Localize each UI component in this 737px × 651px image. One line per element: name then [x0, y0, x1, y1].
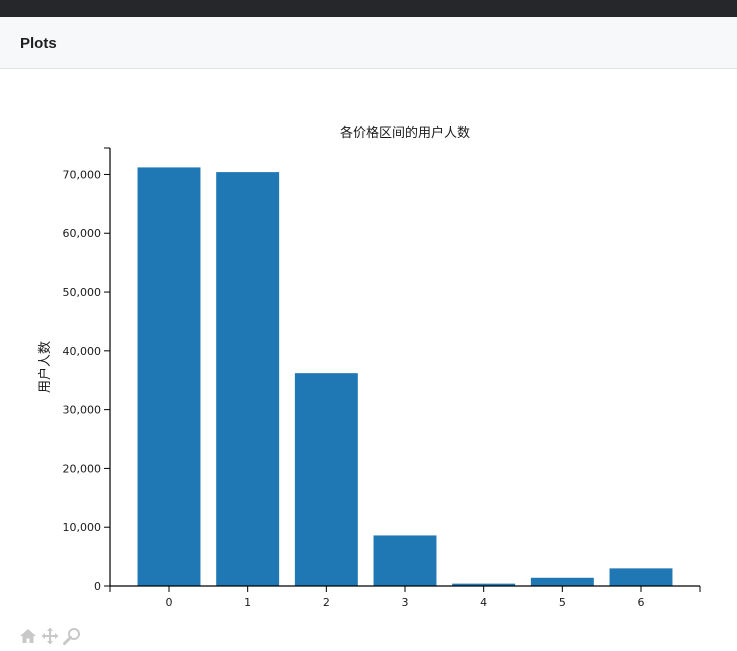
bar-4 — [452, 583, 516, 586]
y-tick-label: 60,000 — [63, 227, 102, 240]
pan-icon[interactable] — [40, 626, 60, 646]
y-tick-label: 20,000 — [63, 462, 102, 475]
panel-title: Plots — [20, 35, 57, 52]
home-icon[interactable] — [18, 626, 38, 646]
zoom-icon[interactable] — [62, 626, 82, 646]
y-tick-label: 10,000 — [63, 521, 102, 534]
y-tick-label: 30,000 — [63, 404, 102, 417]
x-tick-label: 0 — [166, 596, 173, 609]
bar-1 — [216, 172, 280, 586]
x-tick-label: 4 — [480, 596, 487, 609]
y-axis-label: 用户人数 — [37, 341, 53, 393]
bar-0 — [137, 167, 201, 586]
plot-area: 各价格区间的用户人数用户人数 0 10,000 20,000 30,000 40,000 5… — [6, 69, 737, 651]
x-tick-label: 5 — [559, 596, 566, 609]
chart-title: 各价格区间的用户人数 — [340, 125, 470, 141]
bar-6 — [609, 568, 673, 586]
x-tick-label: 2 — [323, 596, 330, 609]
x-tick-label: 3 — [402, 596, 409, 609]
x-tick-label: 6 — [638, 596, 645, 609]
window-top-bar — [0, 0, 737, 17]
bar-2 — [294, 373, 358, 586]
y-tick-label: 0 — [94, 580, 101, 593]
y-tick-label: 50,000 — [63, 286, 102, 299]
plot-toolbar — [18, 625, 82, 647]
y-tick-label: 70,000 — [63, 168, 102, 181]
y-tick-label: 40,000 — [63, 345, 102, 358]
x-tick-label: 1 — [244, 596, 251, 609]
plots-panel-header: Plots — [0, 17, 737, 69]
bar-5 — [530, 577, 594, 586]
bar-3 — [373, 535, 437, 586]
